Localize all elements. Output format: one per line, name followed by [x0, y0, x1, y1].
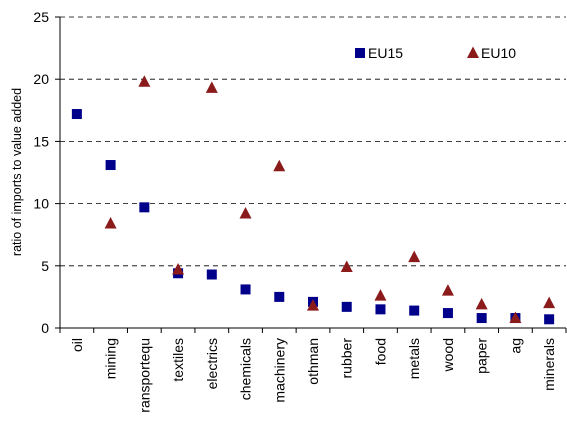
x-tick-label: ag — [507, 338, 523, 354]
eu15-point — [240, 284, 251, 295]
legend: EU15 EU10 — [355, 45, 516, 61]
legend-marker — [467, 46, 479, 58]
x-tick-label: othman — [305, 338, 321, 385]
eu10-point — [273, 159, 286, 172]
legend-item-eu10: EU10 — [467, 45, 516, 61]
y-axis-title: ratio of imports to value added — [10, 88, 24, 256]
eu15-point — [375, 304, 386, 315]
eu15-point — [139, 202, 150, 213]
eu10-point — [104, 217, 117, 229]
x-tick-label: machinery — [271, 338, 287, 403]
x-tick-label: textiles — [170, 338, 186, 382]
legend-label: EU15 — [368, 45, 403, 61]
eu10-point — [205, 81, 218, 93]
x-tick-label: paper — [474, 338, 490, 374]
x-tick-label: ransportequ — [136, 338, 152, 413]
y-tick-label: 5 — [41, 258, 49, 274]
eu15-point — [341, 301, 352, 312]
legend-item-eu15: EU15 — [355, 45, 403, 61]
data-marks — [71, 75, 556, 325]
y-tick-label: 25 — [33, 9, 49, 25]
x-tick-label: rubber — [339, 338, 355, 379]
eu10-point — [441, 284, 454, 296]
x-tick-label: food — [372, 338, 388, 365]
y-tick-label: 10 — [33, 196, 49, 212]
y-ticks: 0 5 10 15 20 25 — [33, 9, 60, 336]
axes — [59, 17, 566, 329]
y-tick-label: 0 — [41, 320, 49, 336]
eu10-point — [172, 263, 185, 275]
x-tick-label: oil — [69, 338, 85, 352]
eu10-point — [408, 250, 421, 263]
y-tick-label: 20 — [33, 71, 49, 87]
eu10-point — [509, 311, 522, 324]
eu10-point — [307, 299, 319, 311]
eu15-point — [105, 160, 116, 171]
eu10-point — [239, 207, 252, 219]
x-tick-label: mining — [103, 338, 119, 379]
x-tick-label: metals — [406, 338, 422, 379]
x-tick-label: wood — [440, 338, 456, 372]
eu15-point — [409, 305, 420, 316]
legend-marker — [355, 48, 365, 58]
eu15-point — [442, 308, 453, 319]
eu10-point — [138, 75, 151, 87]
eu15-point — [274, 291, 285, 302]
legend-label: EU10 — [481, 45, 516, 61]
eu15-point — [71, 109, 82, 120]
x-ticks: oil mining ransportequ textiles electrics che… — [59, 328, 567, 413]
x-tick-label: chemicals — [238, 338, 254, 400]
eu10-point — [543, 296, 556, 309]
eu10-point — [374, 289, 387, 301]
eu15-point — [206, 269, 217, 280]
eu15-point — [544, 314, 555, 325]
eu15-point — [476, 313, 487, 324]
y-tick-label: 15 — [33, 133, 49, 149]
eu10-point — [475, 297, 488, 310]
x-tick-label: electrics — [204, 338, 220, 389]
eu10-point — [340, 260, 353, 273]
x-tick-label: minerals — [541, 338, 557, 391]
